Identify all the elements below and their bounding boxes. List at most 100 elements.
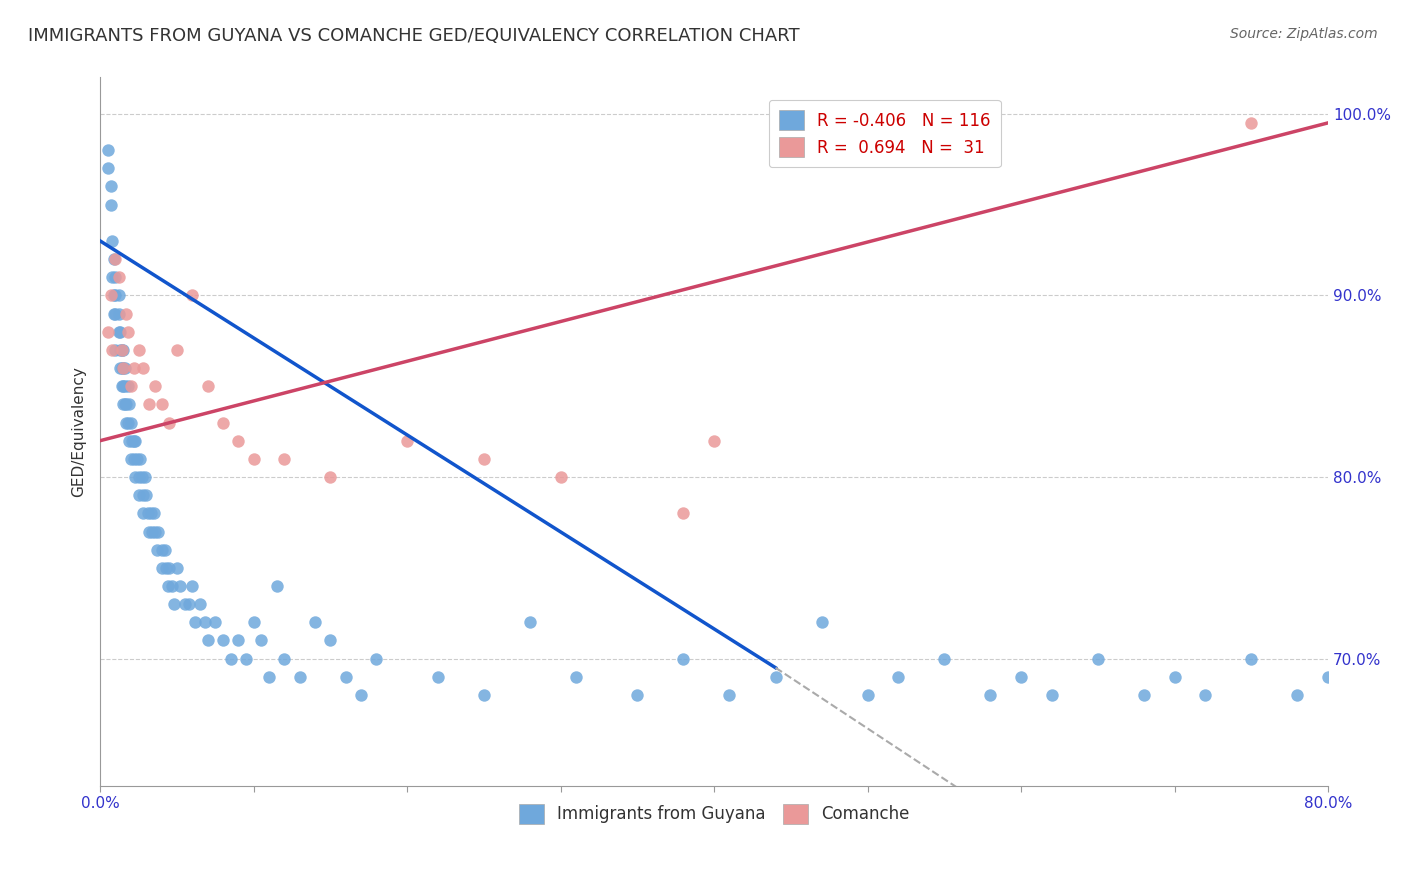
Point [103,288,125,302]
Point [132,488,155,502]
Point [100,288,122,302]
Point [188,597,211,611]
Point [122,451,145,466]
Point [129,451,152,466]
Point [703,434,725,448]
Point [111,379,134,393]
Point [153,542,176,557]
Text: IMMIGRANTS FROM GUYANA VS COMANCHE GED/EQUIVALENCY CORRELATION CHART: IMMIGRANTS FROM GUYANA VS COMANCHE GED/E… [28,27,800,45]
Point [810,615,832,630]
Point [1040,688,1063,702]
Point [104,343,127,357]
Point [97,143,120,157]
Point [122,434,145,448]
Point [226,434,249,448]
Point [131,470,153,484]
Point [565,670,588,684]
Point [117,325,139,339]
Text: Source: ZipAtlas.com: Source: ZipAtlas.com [1230,27,1378,41]
Point [155,561,177,575]
Point [1087,651,1109,665]
Point [1317,670,1340,684]
Point [135,488,157,502]
Point [101,234,124,248]
Point [107,307,129,321]
Point [672,651,695,665]
Point [765,670,787,684]
Point [125,451,148,466]
Point [1286,688,1309,702]
Point [366,651,388,665]
Point [1163,670,1185,684]
Point [114,361,136,376]
Point [718,688,741,702]
Point [104,252,127,266]
Point [146,542,169,557]
Point [148,524,170,539]
Point [197,379,219,393]
Point [934,651,956,665]
Point [100,197,122,211]
Point [626,688,648,702]
Point [181,288,204,302]
Point [115,307,138,321]
Point [472,688,495,702]
Point [273,451,295,466]
Point [97,161,120,176]
Point [179,597,201,611]
Point [101,343,124,357]
Point [273,651,295,665]
Point [104,307,127,321]
Point [212,416,235,430]
Point [350,688,373,702]
Point [128,488,150,502]
Point [138,524,160,539]
Point [100,179,122,194]
Point [104,288,127,302]
Point [112,343,135,357]
Y-axis label: GED/Equivalency: GED/Equivalency [72,367,86,497]
Point [257,670,280,684]
Point [111,343,134,357]
Point [122,361,145,376]
Point [319,633,342,648]
Point [117,379,139,393]
Point [150,561,173,575]
Point [887,670,910,684]
Point [97,325,120,339]
Point [142,506,165,520]
Point [197,633,219,648]
Point [150,397,173,411]
Point [138,397,160,411]
Point [1240,116,1263,130]
Point [426,670,449,684]
Point [157,561,180,575]
Point [204,615,226,630]
Point [145,379,167,393]
Point [114,379,136,393]
Point [242,615,264,630]
Point [156,579,179,593]
Point [108,343,131,357]
Point [104,270,127,285]
Point [979,688,1001,702]
Point [107,325,129,339]
Point [124,470,146,484]
Point [157,416,180,430]
Point [145,524,167,539]
Point [124,434,146,448]
Point [1133,688,1156,702]
Point [128,343,150,357]
Point [121,434,143,448]
Point [120,451,142,466]
Point [550,470,572,484]
Point [136,506,159,520]
Point [288,670,311,684]
Point [335,670,357,684]
Point [132,506,155,520]
Point [134,470,156,484]
Point [319,470,342,484]
Point [139,506,162,520]
Point [219,651,242,665]
Point [101,270,124,285]
